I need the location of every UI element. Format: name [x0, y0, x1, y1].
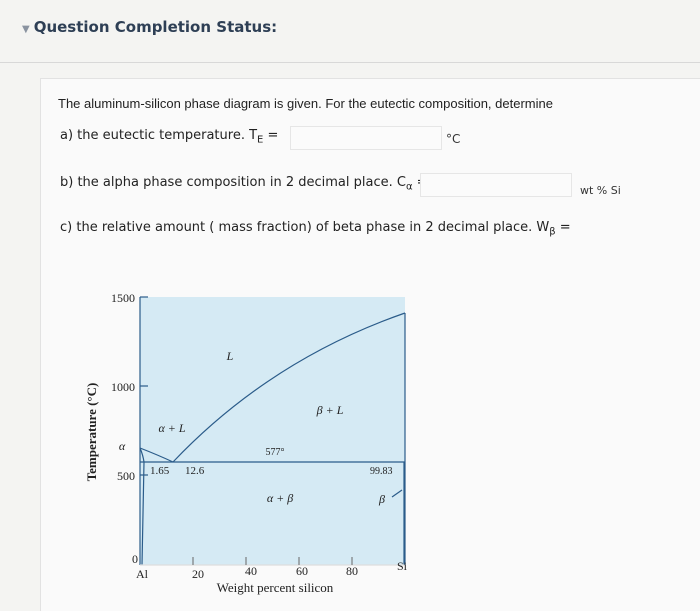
liquidus-si [172, 312, 406, 463]
y-label: 500 [117, 469, 135, 483]
part-suffix: = [263, 128, 279, 143]
part-suffix: = [555, 220, 571, 235]
answer-input[interactable] [420, 173, 572, 197]
divider [0, 62, 700, 63]
solvus-al [139, 447, 145, 566]
part-c: c) the relative amount ( mass fraction) … [60, 220, 571, 238]
x-label: Al [136, 567, 149, 581]
y-label: 1500 [111, 291, 135, 305]
x-label: 60 [296, 564, 308, 578]
region-label: α + β [267, 491, 293, 505]
x-label: 20 [192, 567, 204, 581]
part-a: a) the eutectic temperature. TE = [60, 128, 278, 146]
part-sub: E [257, 134, 264, 146]
point-label: 99.83 [370, 466, 393, 477]
point-label: 577° [266, 447, 285, 458]
question-intro: The aluminum-silicon phase diagram is gi… [58, 96, 553, 111]
beta-pointer [391, 489, 403, 498]
x-label: 80 [346, 564, 358, 578]
point-label: 12.6 [185, 465, 205, 477]
section-header[interactable]: ▼ Question Completion Status: [22, 18, 278, 36]
part-text: a) the eutectic temperature. T [60, 128, 258, 143]
unit: °C [446, 132, 461, 146]
answer-input[interactable] [290, 126, 442, 150]
x-label: Si [397, 559, 408, 573]
unit: wt % Si [580, 184, 621, 197]
region-label: α + L [158, 421, 185, 435]
part-sub: β [549, 226, 556, 238]
liquidus-al [139, 447, 174, 463]
header-title: Question Completion Status: [33, 18, 278, 36]
part-text: b) the alpha phase composition in 2 deci… [60, 175, 406, 190]
region-label: β + L [316, 403, 344, 417]
x-label: 40 [245, 564, 257, 578]
part-sub: α [405, 181, 413, 193]
region-label: β [378, 492, 385, 506]
y-label: 0 [132, 552, 138, 566]
y-label: 1000 [111, 380, 135, 394]
plot-area [140, 297, 405, 565]
point-label: 1.65 [150, 465, 170, 477]
region-label: α [119, 439, 126, 453]
y-axis-title: Temperature (°C) [84, 383, 99, 482]
part-text: c) the relative amount ( mass fraction) … [60, 220, 550, 235]
region-label: L [226, 349, 234, 363]
x-axis-title: Weight percent silicon [217, 580, 334, 595]
